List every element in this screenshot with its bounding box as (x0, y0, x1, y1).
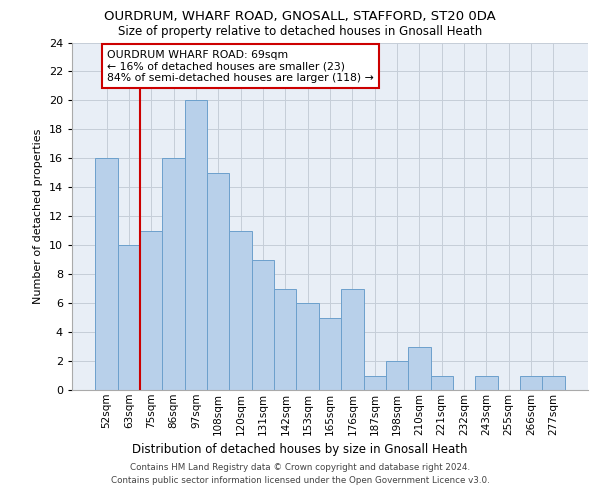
Bar (274, 288, 296, 390)
Bar (95, 158, 118, 390)
Y-axis label: Number of detached properties: Number of detached properties (33, 128, 43, 304)
Bar (296, 303, 319, 390)
Text: OURDRUM WHARF ROAD: 69sqm
← 16% of detached houses are smaller (23)
84% of semi-: OURDRUM WHARF ROAD: 69sqm ← 16% of detac… (107, 50, 374, 83)
Bar (229, 230, 252, 390)
Bar (207, 173, 229, 390)
Text: Contains HM Land Registry data © Crown copyright and database right 2024.
Contai: Contains HM Land Registry data © Crown c… (110, 463, 490, 485)
Bar (520, 376, 542, 390)
Bar (408, 346, 431, 390)
Bar (185, 100, 207, 390)
Bar (341, 288, 364, 390)
Text: OURDRUM, WHARF ROAD, GNOSALL, STAFFORD, ST20 0DA: OURDRUM, WHARF ROAD, GNOSALL, STAFFORD, … (104, 10, 496, 23)
Bar (252, 260, 274, 390)
Bar (364, 376, 386, 390)
Bar (475, 376, 497, 390)
Bar (319, 318, 341, 390)
Bar (140, 230, 163, 390)
Text: Distribution of detached houses by size in Gnosall Heath: Distribution of detached houses by size … (132, 442, 468, 456)
Bar (386, 361, 408, 390)
Bar (118, 245, 140, 390)
Text: Size of property relative to detached houses in Gnosall Heath: Size of property relative to detached ho… (118, 25, 482, 38)
Bar (163, 158, 185, 390)
Bar (431, 376, 453, 390)
Bar (542, 376, 565, 390)
